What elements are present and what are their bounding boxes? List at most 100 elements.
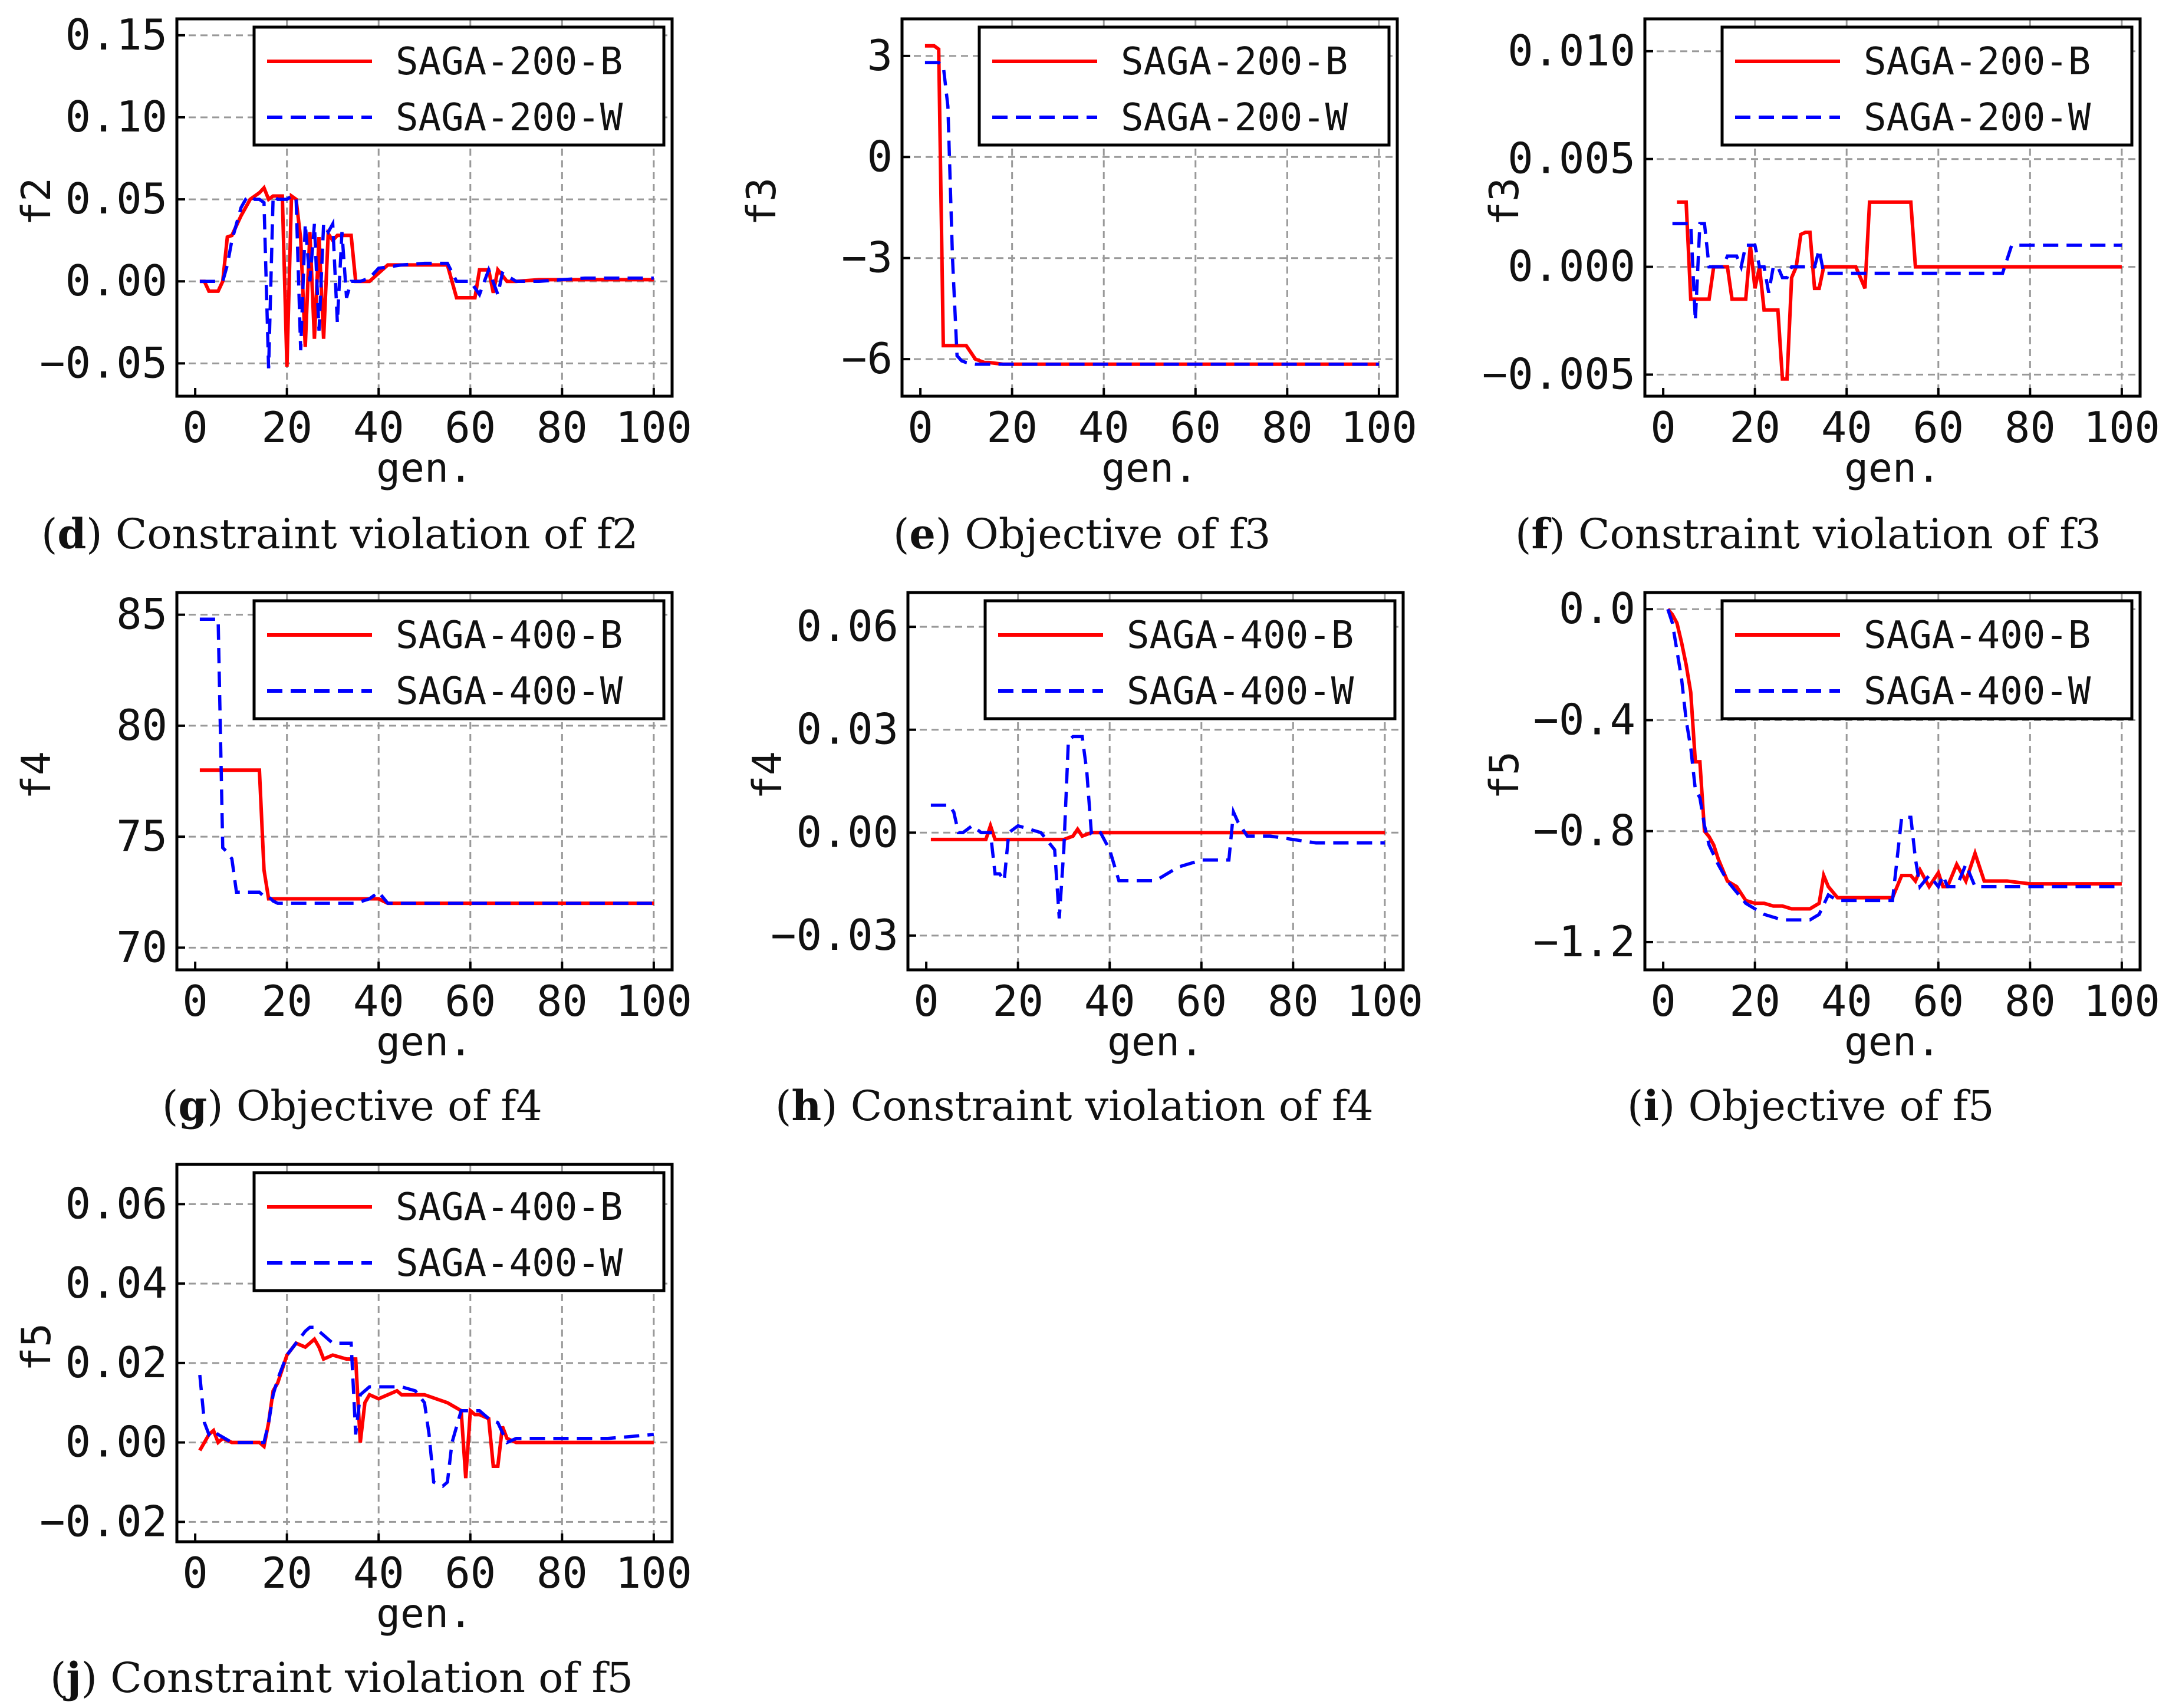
panel-i: 0 20 40 60 80 100 −1.2 −0.8 −0.4 0.0 gen. f5 SAGA-40…	[1482, 584, 2160, 1130]
legend: SAGA-200-B SAGA-200-W	[1720, 25, 2134, 147]
x-tick-label: 20	[1729, 976, 1780, 1026]
y-tick-label: −0.8	[1533, 806, 1635, 855]
y-tick-label: −0.02	[40, 1496, 167, 1546]
y-axis-label: f5	[1482, 751, 1528, 799]
caption-letter: f	[1531, 509, 1551, 558]
x-axis-label: gen.	[1107, 1019, 1204, 1065]
legend-label: SAGA-400-W	[1127, 670, 1354, 713]
x-tick-label: 40	[1084, 976, 1135, 1026]
caption-text: ) Constraint violation of f2	[86, 510, 638, 558]
y-tick-label: −3	[841, 233, 893, 282]
x-tick-label: 80	[2005, 403, 2056, 452]
series-line-w	[199, 193, 654, 368]
x-axis-label: gen.	[1844, 445, 1941, 492]
y-tick-label: 0.05	[65, 174, 167, 223]
legend: SAGA-400-B SAGA-400-W	[252, 1171, 666, 1292]
x-axis-label: gen.	[376, 1019, 473, 1065]
x-tick-label: 40	[1821, 976, 1872, 1026]
legend: SAGA-400-B SAGA-400-W	[252, 599, 666, 720]
x-tick-label: 80	[1262, 403, 1313, 452]
series-line-b	[1677, 200, 2122, 381]
caption-letter: g	[178, 1081, 207, 1130]
y-tick-label: 0.02	[65, 1338, 167, 1387]
legend-label: SAGA-200-W	[1121, 96, 1348, 140]
y-axis-label: f4	[745, 751, 791, 799]
x-tick-label: 0	[1650, 403, 1676, 452]
x-tick-label: 100	[616, 403, 692, 452]
y-tick-label: −1.2	[1533, 917, 1635, 966]
legend-label: SAGA-400-B	[396, 1186, 623, 1229]
caption-text: ) Objective of f4	[207, 1082, 542, 1130]
series-line-b	[199, 185, 654, 367]
plot-frame	[175, 17, 674, 398]
caption-text: ) Constraint violation of f3	[1549, 510, 2101, 558]
caption-open: (	[893, 510, 909, 558]
x-tick-label: 80	[537, 403, 588, 452]
series-line-b	[930, 820, 1385, 841]
legend-label: SAGA-200-B	[1864, 40, 2091, 84]
x-tick-label: 0	[182, 976, 208, 1026]
panel-g: 0 20 40 60 80 10070758085gen.f4SAGA-400-BSAGA…	[14, 590, 692, 1130]
legend: SAGA-200-B SAGA-200-W	[252, 25, 666, 147]
legend-label: SAGA-400-B	[1864, 614, 2091, 657]
series-line-w	[1666, 608, 2122, 922]
x-tick-label: 20	[992, 976, 1044, 1026]
legend-box	[1720, 25, 2134, 147]
y-tick-label: 85	[116, 590, 167, 639]
x-tick-label: 0	[913, 976, 939, 1026]
series-line-b	[1666, 608, 2122, 911]
plot-frame	[175, 1163, 674, 1544]
x-tick-label: 60	[1913, 976, 1964, 1026]
panel-j: 0 20 40 60 80 100 −0.02 0.00 0.02 0.04 0.06 gen. f5 S…	[14, 1163, 692, 1702]
panel-caption: (i) Objective of f5	[1627, 1081, 1994, 1130]
legend: SAGA-400-B SAGA-400-W	[1720, 599, 2134, 720]
caption-open: (	[1515, 510, 1531, 558]
y-tick-label: −0.05	[40, 338, 167, 387]
x-tick-label: 0	[907, 403, 933, 452]
x-tick-label: 0	[182, 1548, 208, 1598]
plot-frame	[906, 591, 1405, 972]
series-line-b	[199, 768, 654, 906]
legend: SAGA-200-B SAGA-200-W	[977, 25, 1391, 147]
legend-label: SAGA-400-W	[1864, 670, 2091, 713]
plot-frame	[1643, 17, 2142, 398]
series-line-w	[924, 61, 1379, 366]
x-tick-label: 40	[353, 976, 404, 1026]
panel-e: 0 20 40 60 80 100−6−303gen.f3SAGA-200-BSAGA-2…	[739, 17, 1417, 558]
series-line-w	[198, 1325, 654, 1488]
y-tick-label: 70	[116, 922, 167, 972]
series-line-w	[1672, 222, 2122, 321]
caption-open: (	[162, 1082, 178, 1130]
y-tick-label: 0.00	[65, 256, 167, 305]
x-tick-label: 40	[1821, 403, 1872, 452]
panel-f: 0 20 40 60 80 100 −0.005 0.000 0.005 0.010 gen. f3 S…	[1482, 17, 2160, 558]
panel-caption: (e) Objective of f3	[893, 509, 1271, 558]
legend-box	[983, 599, 1397, 720]
x-tick-label: 60	[445, 976, 496, 1026]
legend-label: SAGA-400-W	[396, 670, 623, 713]
y-tick-label: 80	[116, 700, 167, 750]
legend-label: SAGA-200-B	[1121, 40, 1348, 84]
x-tick-label: 20	[1729, 403, 1780, 452]
caption-open: (	[1627, 1082, 1643, 1130]
panel-caption: (f) Constraint violation of f3	[1515, 509, 2101, 558]
x-tick-label: 100	[616, 1548, 692, 1598]
x-tick-label: 40	[353, 403, 404, 452]
series-line-w	[930, 735, 1385, 919]
x-tick-label: 100	[1347, 976, 1423, 1026]
panel-h: 0 20 40 60 80 100 −0.03 0.00 0.03 0.06 gen. f4 SAGA-…	[745, 591, 1423, 1130]
x-axis-label: gen.	[1844, 1019, 1941, 1065]
y-tick-label: 3	[867, 31, 893, 80]
legend-box	[252, 25, 666, 147]
caption-open: (	[50, 1654, 66, 1702]
x-tick-label: 20	[986, 403, 1038, 452]
y-tick-label: 0.010	[1508, 26, 1635, 75]
caption-letter: j	[62, 1653, 81, 1702]
caption-letter: i	[1643, 1081, 1659, 1130]
legend-box	[252, 599, 666, 720]
y-tick-label: 0.005	[1508, 134, 1635, 183]
legend-label: SAGA-400-B	[1127, 614, 1354, 657]
caption-text: ) Constraint violation of f4	[821, 1082, 1373, 1130]
y-tick-label: −0.03	[771, 910, 898, 960]
